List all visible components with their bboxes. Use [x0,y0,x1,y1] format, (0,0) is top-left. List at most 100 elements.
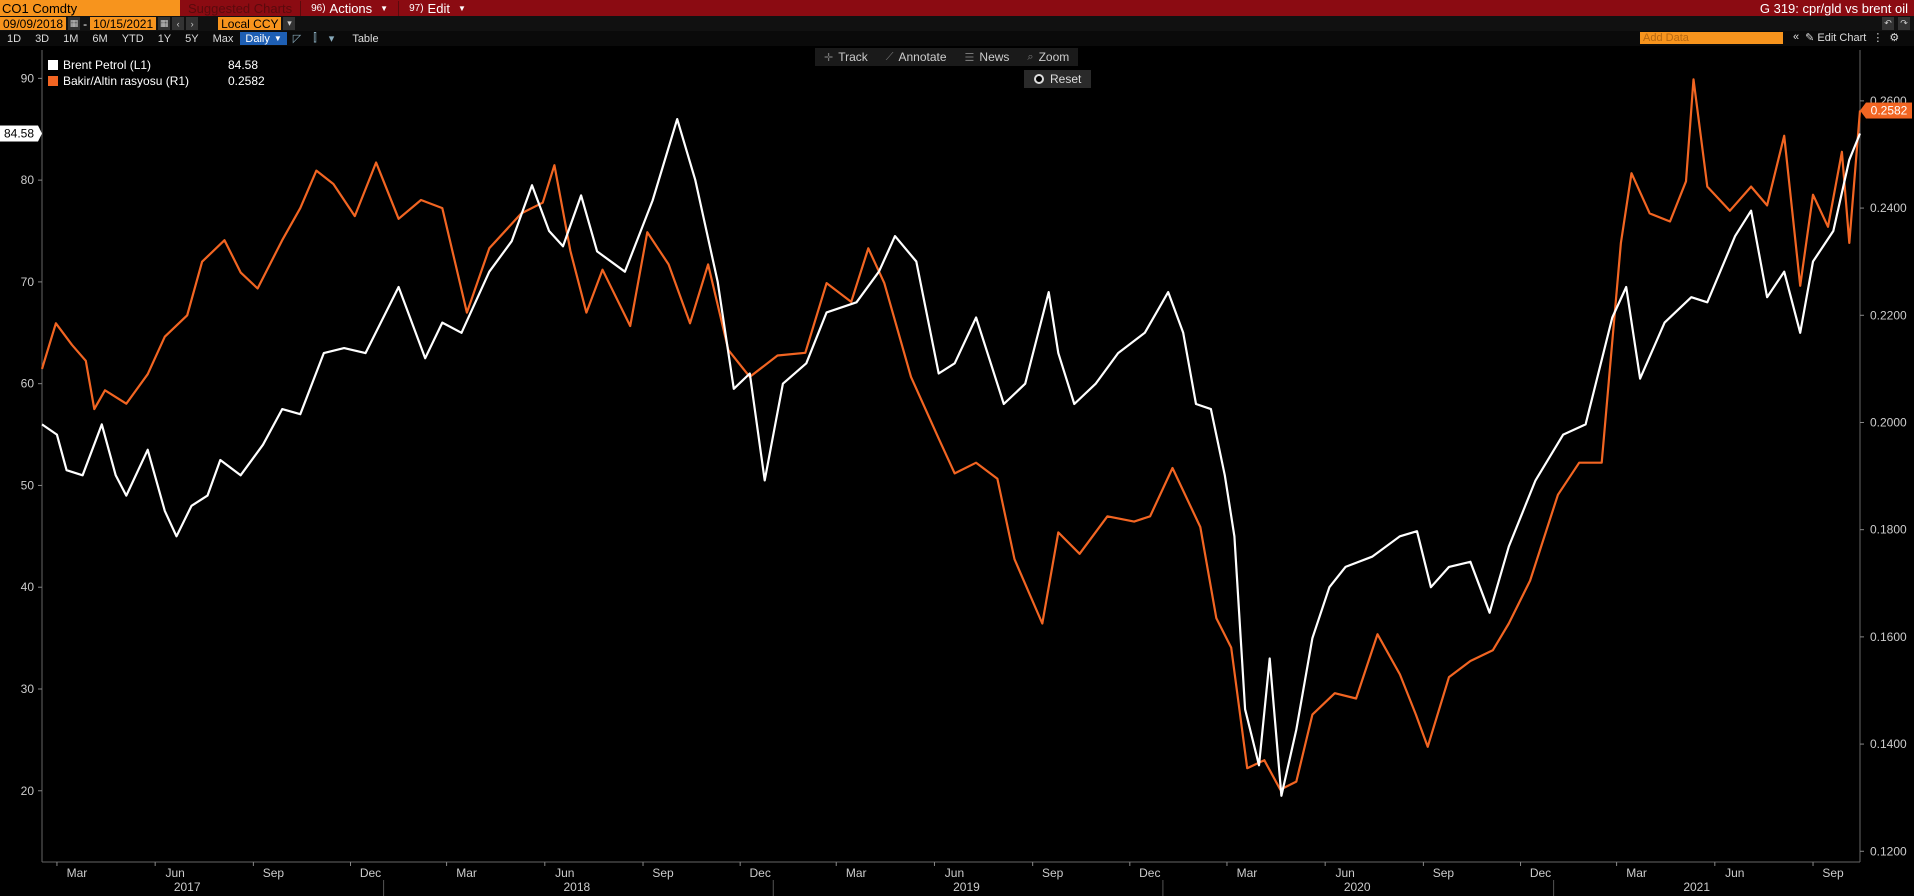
edit-chart-controls: « ✎ Edit Chart ⋮ ⚙ [1793,31,1899,44]
currency-select[interactable]: Local CCY [218,17,282,31]
period-3d[interactable]: 3D [35,32,50,45]
chart-legend: Brent Petrol (L1) 84.58 Bakir/Altin rasy… [48,57,265,89]
month-tick-label: Jun [555,866,574,880]
brent-series-line [41,117,1862,797]
legend-item-brent[interactable]: Brent Petrol (L1) 84.58 [48,57,265,73]
period-1m[interactable]: 1M [63,32,79,45]
last-value-markers: 84.58 0.2582 [0,102,1912,142]
period-ytd[interactable]: YTD [121,32,144,45]
right-axis: 0.1200 0.1400 0.1600 0.1800 0.2000 0.2200 0.24… [1859,50,1907,862]
top-toolbar: CO1 Comdty Suggested Charts 96) Actions … [0,0,1914,16]
legend-series-name: Bakir/Altin rasyosu (R1) [63,74,190,88]
annotate-label: Annotate [898,50,947,64]
month-tick-label: Mar [1237,866,1258,880]
left-tick-label: 90 [21,71,35,85]
chevron-down-icon[interactable]: ▾ [328,33,335,45]
chevron-left-icon[interactable]: ‹ [172,17,185,30]
redo-icon[interactable]: ↷ [1898,17,1910,30]
right-tick-label: 0.1200 [1870,844,1907,858]
period-1y[interactable]: 1Y [157,32,172,45]
month-tick-label: Dec [360,866,381,880]
plot-lines [40,78,1862,797]
x-axis: Mar Jun Sep Dec Mar Jun Sep Dec Mar Jun Sep Dec Mar J… [42,861,1860,896]
news-button[interactable]: ☰ News [956,48,1019,66]
add-data-input[interactable]: Add Data [1640,32,1783,44]
pen-icon: ⟋ [885,50,894,63]
reset-button[interactable]: Reset [1024,70,1092,88]
month-tick-label: Dec [749,866,770,880]
news-icon: ☰ [964,51,975,64]
end-date-field[interactable]: 10/15/2021 [90,17,157,31]
period-5y[interactable]: 5Y [185,32,199,45]
annotate-button[interactable]: ⟋ Annotate [877,48,956,66]
magnifier-icon: ⌕ [1027,50,1034,63]
period-6m[interactable]: 6M [92,32,108,45]
frequency-label: Daily [245,32,270,45]
chart-tools: ✛ Track ⟋ Annotate ☰ News ⌕ Zoom [815,48,1079,66]
legend-item-ratio[interactable]: Bakir/Altin rasyosu (R1) 0.2582 [48,73,265,89]
calendar-icon[interactable]: ▦ [68,17,81,30]
vertical-ellipsis-icon[interactable]: ⋮ [1872,32,1884,44]
left-tick-label: 70 [21,275,35,289]
legend-swatch [48,60,58,70]
month-tick-label: Jun [165,866,184,880]
month-tick-label: Sep [1433,866,1455,880]
actions-number: 96) [311,2,326,14]
edit-label: Edit [427,0,450,16]
month-tick-label: Dec [1530,866,1551,880]
chevron-right-icon[interactable]: › [186,17,199,30]
year-label: 2020 [1344,880,1371,894]
period-1d[interactable]: 1D [7,32,22,45]
frequency-select[interactable]: Daily ▼ [240,32,287,45]
month-tick-label: Dec [1139,866,1160,880]
reset-label: Reset [1050,72,1082,86]
news-label: News [979,50,1010,64]
legend-series-name: Brent Petrol (L1) [63,58,152,72]
month-tick-label: Sep [1822,866,1844,880]
actions-label: Actions [329,0,373,16]
month-tick-label: Sep [263,866,285,880]
edit-number: 97) [409,2,424,14]
double-chevron-left-icon[interactable]: « [1793,31,1800,43]
zoom-button[interactable]: ⌕ Zoom [1018,48,1078,66]
undo-icon[interactable]: ↶ [1882,17,1894,30]
chevron-down-icon: ▼ [273,34,282,43]
edit-chart-button[interactable]: ✎ Edit Chart [1805,31,1866,44]
left-tick-label: 40 [21,580,35,594]
start-date-field[interactable]: 09/09/2018 [0,17,67,31]
bar-chart-icon[interactable]: ⫿ [313,32,317,44]
left-tick-label: 20 [21,784,35,798]
edit-menu[interactable]: 97) Edit ▼ [398,0,476,16]
line-chart-icon[interactable]: ◸ [292,33,302,45]
year-label: 2017 [174,880,201,894]
month-tick-label: Jun [945,866,964,880]
year-label: 2019 [953,880,980,894]
track-label: Track [838,50,868,64]
gear-icon[interactable]: ⚙ [1889,32,1900,44]
ratio-series-line [40,78,1862,791]
calendar-icon[interactable]: ▦ [158,17,171,30]
left-last-value-pointer [38,125,42,142]
legend-swatch [48,76,58,86]
left-tick-label: 50 [21,478,35,492]
right-last-value-box [1866,102,1912,119]
year-label: 2021 [1683,880,1710,894]
security-field[interactable]: CO1 Comdty [0,0,180,16]
actions-menu[interactable]: 96) Actions ▼ [300,0,398,16]
right-tick-label: 0.2000 [1870,415,1907,429]
month-tick-label: Mar [1626,866,1647,880]
suggested-charts-button[interactable]: Suggested Charts [188,0,293,16]
period-max[interactable]: Max [212,32,234,45]
track-button[interactable]: ✛ Track [815,48,877,66]
radio-icon [1034,74,1044,84]
month-tick-label: Mar [67,866,88,880]
table-button[interactable]: Table [352,32,379,45]
left-tick-label: 30 [21,682,35,696]
date-separator: - [83,16,88,31]
month-tick-label: Mar [846,866,867,880]
crosshair-icon: ✛ [824,51,834,64]
chevron-down-icon[interactable]: ▾ [283,17,296,30]
period-bar: 1D 3D 1M 6M YTD 1Y 5Y Max Daily ▼ ◸ ⫿ ▾ … [0,31,1914,46]
right-last-value-label: 0.2582 [1871,104,1908,118]
